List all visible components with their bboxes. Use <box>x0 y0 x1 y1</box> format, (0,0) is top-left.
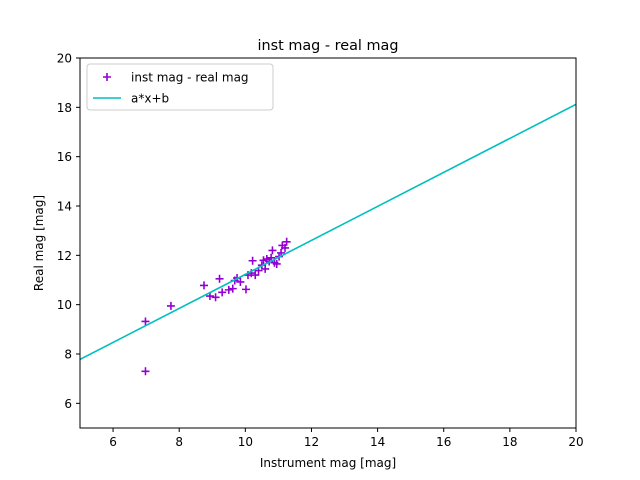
data-point-plus-marker <box>224 285 233 294</box>
y-tick-label: 20 <box>57 52 72 66</box>
x-tick-label: 6 <box>109 435 117 449</box>
x-tick-label: 18 <box>502 435 517 449</box>
data-point-plus-marker <box>218 288 227 297</box>
x-tick-label: 10 <box>238 435 253 449</box>
x-tick-label: 16 <box>436 435 451 449</box>
y-tick-label: 16 <box>57 150 72 164</box>
data-point-plus-marker <box>268 246 277 255</box>
data-point-plus-marker <box>141 317 150 326</box>
x-tick-label: 20 <box>568 435 583 449</box>
data-point-plus-marker <box>241 285 250 294</box>
x-tick-label: 8 <box>175 435 183 449</box>
y-tick-label: 12 <box>57 249 72 263</box>
y-tick-label: 14 <box>57 200 72 214</box>
data-point-plus-marker <box>141 367 150 376</box>
data-point-plus-marker <box>166 301 175 310</box>
data-point-plus-marker <box>261 264 270 273</box>
fit-line <box>80 103 576 361</box>
data-point-plus-marker <box>236 277 245 286</box>
plot-frame <box>79 57 577 429</box>
data-point-plus-marker <box>251 271 260 280</box>
x-tick-label: 12 <box>304 435 319 449</box>
legend-box <box>86 63 274 111</box>
data-point-plus-marker <box>248 256 257 265</box>
data-point-plus-marker <box>200 281 208 290</box>
data-point-plus-marker <box>215 274 224 283</box>
y-tick-label: 10 <box>57 298 72 312</box>
x-axis-label: Instrument mag [mag] <box>260 456 396 470</box>
legend-plus-swatch <box>103 73 111 81</box>
legend-label: inst mag - real mag <box>131 71 249 85</box>
y-axis-label: Real mag [mag] <box>32 195 46 291</box>
data-point-plus-marker <box>272 259 281 268</box>
x-tick-label: 14 <box>370 435 385 449</box>
data-point-plus-marker <box>282 237 291 246</box>
y-tick-label: 18 <box>57 101 72 115</box>
data-point-plus-marker <box>211 293 220 302</box>
chart-title: inst mag - real mag <box>258 38 399 54</box>
y-tick-label: 8 <box>64 348 72 362</box>
data-point-plus-marker <box>281 243 290 252</box>
data-point-plus-marker <box>228 284 237 293</box>
legend: inst mag - real mag a*x+b <box>86 63 274 111</box>
legend-label: a*x+b <box>131 92 169 106</box>
y-tick-label: 6 <box>64 397 72 411</box>
